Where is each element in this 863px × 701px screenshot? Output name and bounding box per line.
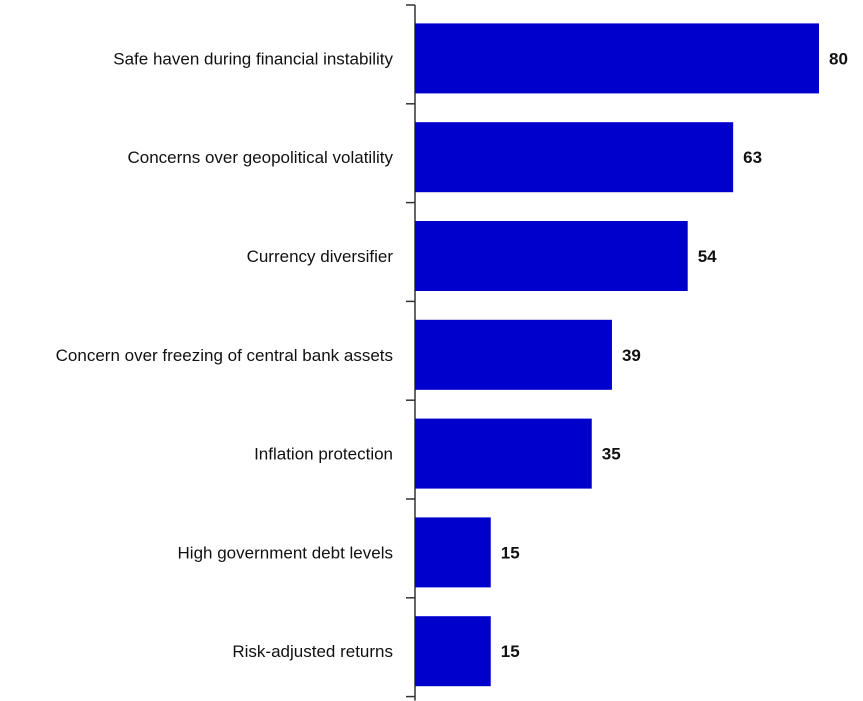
bar xyxy=(415,122,734,193)
bar xyxy=(415,221,688,291)
bar xyxy=(415,517,491,588)
category-axis xyxy=(406,4,416,701)
value-label: 54 xyxy=(698,247,717,266)
value-label: 39 xyxy=(622,346,641,365)
bar xyxy=(415,616,491,687)
category-labels: Safe haven during financial instability C… xyxy=(56,49,394,661)
bar xyxy=(415,418,592,489)
value-label: 15 xyxy=(501,543,520,562)
category-label: Concerns over geopolitical volatility xyxy=(127,148,393,167)
value-label: 15 xyxy=(501,642,520,661)
bar xyxy=(415,319,612,390)
value-labels: 80 63 54 39 35 15 15 xyxy=(501,49,848,661)
bars xyxy=(415,23,819,687)
value-label: 80 xyxy=(829,49,848,68)
category-label: Safe haven during financial instability xyxy=(113,49,393,68)
category-label: Currency diversifier xyxy=(247,247,394,266)
value-label: 35 xyxy=(602,445,621,464)
category-label: Inflation protection xyxy=(254,445,393,464)
category-label: High government debt levels xyxy=(178,543,393,562)
bar xyxy=(415,23,819,94)
value-label: 63 xyxy=(743,148,762,167)
category-label: Risk-adjusted returns xyxy=(232,642,393,661)
category-label: Concern over freezing of central bank as… xyxy=(56,346,393,365)
